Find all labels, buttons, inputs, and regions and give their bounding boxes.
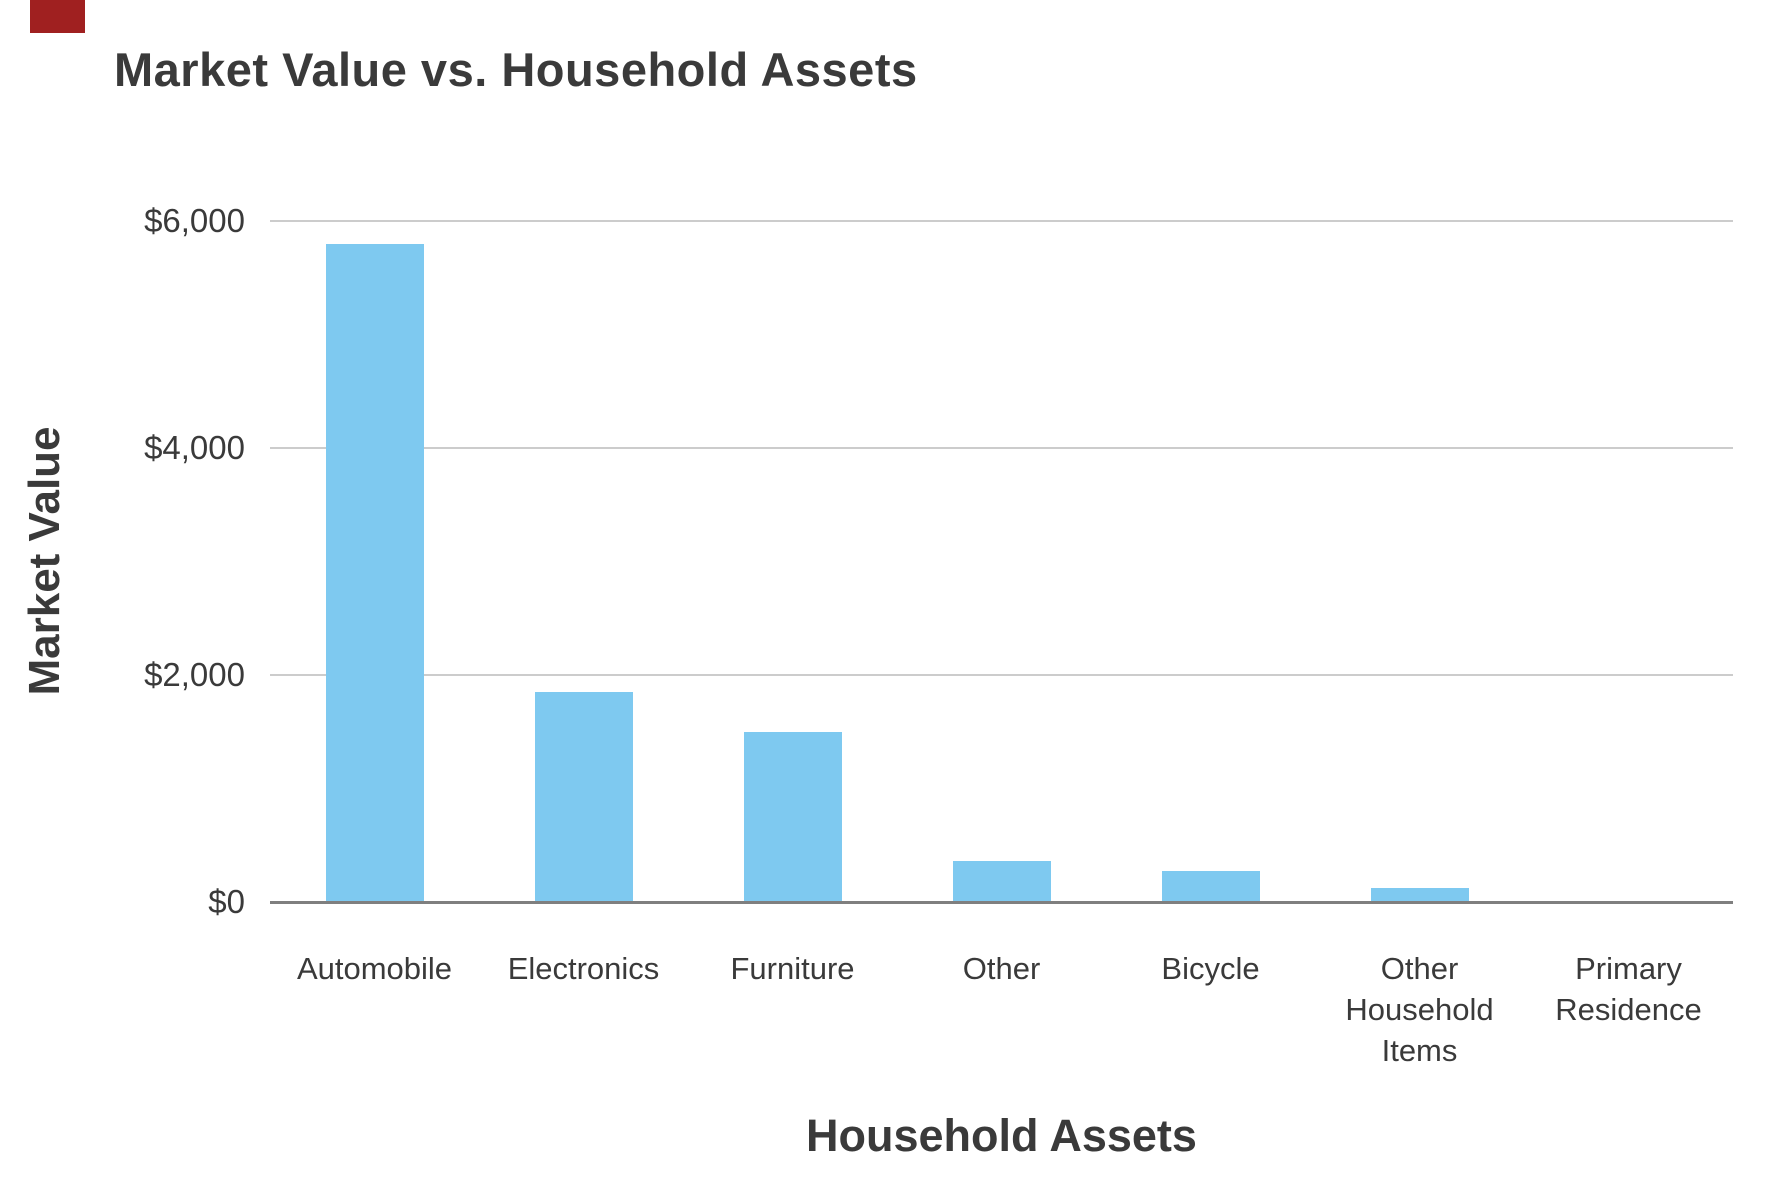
bar-electronics	[534, 692, 633, 902]
gridline-6000	[270, 220, 1733, 222]
gridline-4000	[270, 447, 1733, 449]
bar-other	[952, 861, 1051, 902]
bars-layer	[270, 221, 1733, 902]
plot-area	[270, 220, 1733, 904]
y-tick-label: $2,000	[144, 656, 245, 693]
y-tick-label: $4,000	[144, 429, 245, 466]
x-label-primary-residence: Primary Residence	[1555, 951, 1702, 1027]
bar-bicycle	[1161, 871, 1260, 902]
x-label-other-household-items: Other Household Items	[1345, 951, 1494, 1068]
x-label-other: Other	[962, 951, 1041, 986]
bar-other-household-items	[1370, 888, 1469, 902]
red-corner-marker	[30, 0, 85, 33]
y-tick-label: $6,000	[144, 202, 245, 239]
x-label-bicycle: Bicycle	[1161, 951, 1260, 986]
x-label-furniture: Furniture	[730, 951, 855, 986]
bar-automobile	[325, 244, 424, 902]
chart-title: Market Value vs. Household Assets	[114, 43, 918, 96]
x-category-labels: Automobile Electronics Furniture Other Bicyc…	[270, 948, 1733, 1071]
bar-furniture	[743, 732, 842, 902]
gridline-2000	[270, 674, 1733, 676]
x-axis-baseline	[270, 901, 1733, 904]
y-tick-label: $0	[208, 883, 245, 920]
x-label-electronics: Electronics	[507, 951, 660, 986]
x-axis-title: Household Assets	[806, 1110, 1197, 1161]
x-label-automobile: Automobile	[296, 951, 453, 986]
